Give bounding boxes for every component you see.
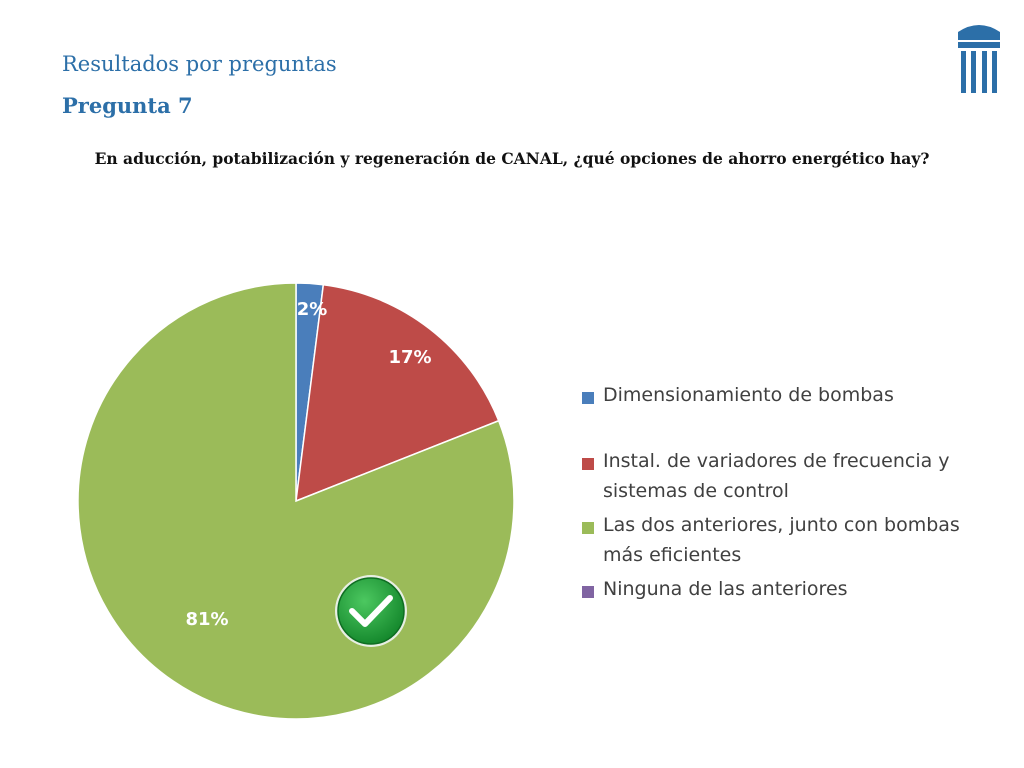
checkmark-icon — [335, 575, 407, 647]
question-text: En aducción, potabilización y regeneraci… — [94, 149, 930, 168]
legend-label: Dimensionamiento de bombas — [603, 384, 894, 406]
pie-slice — [295, 283, 500, 503]
legend-swatch — [582, 586, 594, 598]
legend-swatch — [582, 392, 594, 404]
slice-label: 17% — [388, 347, 431, 368]
slice-label: 2% — [297, 299, 328, 320]
columns-building-icon — [958, 25, 1000, 93]
question-number: Pregunta 7 — [62, 93, 193, 118]
legend-label: Las dos anteriores, junto con bombas más… — [603, 514, 960, 566]
section-subtitle: Resultados por preguntas — [62, 52, 337, 76]
legend-item: Instal. de variadores de frecuencia y si… — [582, 450, 983, 506]
legend-swatch — [582, 522, 594, 534]
legend-item: Ninguna de las anteriores — [582, 578, 983, 604]
legend-swatch — [582, 458, 594, 470]
legend-label: Instal. de variadores de frecuencia y si… — [603, 450, 950, 502]
legend-item: Las dos anteriores, junto con bombas más… — [582, 514, 983, 570]
legend-label: Ninguna de las anteriores — [603, 578, 848, 600]
slice-label: 81% — [185, 609, 228, 630]
legend-item: Dimensionamiento de bombas — [582, 384, 983, 410]
